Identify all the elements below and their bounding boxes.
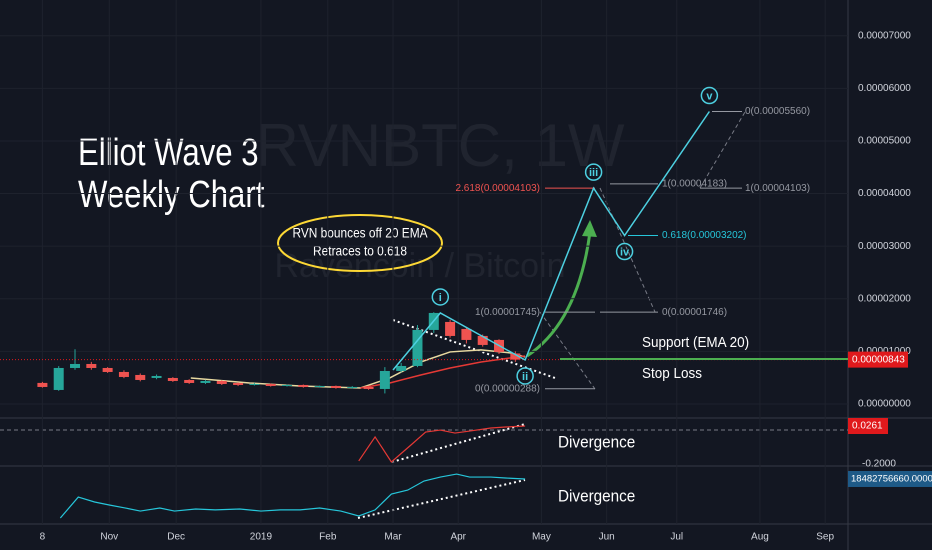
- wave-marker: [431, 288, 450, 306]
- wave-marker: [615, 242, 634, 261]
- x-tick-label: Feb: [319, 532, 337, 543]
- divergence-line: [357, 479, 526, 519]
- candle-body: [37, 382, 48, 387]
- fib-label: 0(0.00001746): [662, 307, 727, 318]
- projection-arrow: [526, 231, 592, 358]
- callout: RVN bounces off 20 EMA Retraces to 0.618: [292, 225, 427, 259]
- x-tick-label: Sep: [816, 532, 834, 543]
- support-label: Support (EMA 20): [642, 334, 749, 351]
- wave-label: iv: [620, 246, 630, 258]
- fib-diagonal: [599, 187, 656, 313]
- fib-label: 0.618(0.00003202): [662, 230, 747, 241]
- last-price-box: [848, 351, 908, 368]
- title-block: Elliot Wave 3 Weekly Chart: [78, 132, 265, 216]
- fib-label: 2.618(0.00004103): [455, 183, 540, 194]
- candle-body: [167, 377, 178, 381]
- candle-body: [363, 386, 374, 389]
- watermark: RVNBTC, 1W: [256, 112, 625, 179]
- divergence-line: [391, 423, 526, 463]
- indicator-value-label: 18482756660.0000: [851, 473, 932, 484]
- candle-body: [135, 374, 146, 380]
- indicator-value-box: [848, 470, 932, 487]
- y-tick-label: 0.00003000: [858, 241, 911, 252]
- x-tick-label: Nov: [100, 532, 118, 543]
- x-tick-label: Aug: [751, 532, 769, 543]
- y-tick-label: 0.00007000: [858, 30, 911, 41]
- y-tick-label: 0.00001000: [858, 346, 911, 357]
- y-tick-label: 0.00005000: [858, 136, 911, 147]
- y-tick-label: -0.2000: [862, 459, 896, 470]
- title-line: Weekly Chart: [78, 174, 265, 216]
- candle-body: [86, 363, 97, 368]
- x-tick-label: Mar: [384, 532, 402, 543]
- indicator-value-box: [848, 418, 888, 434]
- candle-body: [151, 375, 162, 378]
- candle-body: [412, 329, 423, 366]
- last-price-label: 0.00000843: [852, 354, 905, 365]
- wave-marker: [700, 86, 719, 105]
- candle-body: [216, 380, 227, 384]
- candle-body: [200, 380, 211, 383]
- wave-label: v: [706, 90, 713, 102]
- candle-body: [118, 371, 129, 377]
- y-tick-label: 0.00000000: [858, 399, 911, 410]
- candle-body: [461, 328, 472, 340]
- candle-body: [314, 385, 325, 387]
- candle-body: [249, 383, 260, 385]
- candle-body: [265, 383, 276, 386]
- wave-label: ii: [522, 371, 528, 383]
- wave-marker: [516, 367, 534, 385]
- candle-body: [379, 370, 390, 389]
- candle-body: [347, 386, 358, 388]
- indicator-line: [358, 425, 526, 463]
- divergence-label: Divergence: [558, 487, 635, 506]
- trend-line: [392, 319, 556, 379]
- candle-body: [298, 384, 309, 387]
- watermark-subtitle: Ravencoin / Bitcoin: [274, 247, 565, 285]
- fib-label: 0(0.00005560): [745, 106, 810, 117]
- y-tick-label: 0.00002000: [858, 293, 911, 304]
- candle-body: [70, 363, 81, 368]
- candle-body: [102, 367, 113, 372]
- x-tick-label: May: [532, 532, 551, 543]
- indicator-value-label: 0.0261: [852, 421, 883, 432]
- callout-line: Retraces to 0.618: [313, 243, 407, 259]
- fib-diagonal: [699, 111, 746, 189]
- indicator-line: [59, 473, 526, 519]
- stop-loss-label: Stop Loss: [642, 365, 702, 382]
- candle-body: [396, 365, 407, 371]
- y-tick-label: 0.00006000: [858, 83, 911, 94]
- fib-label: 1(0.00001745): [475, 307, 540, 318]
- callout-ellipse: [277, 214, 443, 272]
- divergence-label: Divergence: [558, 433, 635, 452]
- x-tick-label: Dec: [167, 532, 185, 543]
- fib-diagonal: [539, 311, 596, 390]
- arrow-head: [582, 220, 597, 237]
- y-tick-label: 0.00004000: [858, 188, 911, 199]
- candle-body: [184, 379, 195, 383]
- candle-body: [330, 385, 341, 388]
- x-tick-label: Apr: [450, 532, 466, 543]
- fib-label: 1(0.00004183): [662, 179, 727, 190]
- candle-body: [282, 384, 293, 386]
- fib-label: 1(0.00004103): [745, 183, 810, 194]
- candle-body: [445, 321, 456, 336]
- wave-projection: [392, 111, 711, 371]
- x-tick-label: 8: [40, 532, 46, 543]
- callout-line: RVN bounces off 20 EMA: [292, 225, 427, 241]
- x-tick-label: Jun: [599, 532, 615, 543]
- fib-label: 0(0.00000288): [475, 383, 540, 394]
- candle-body: [233, 382, 244, 385]
- wave-marker: [584, 163, 603, 181]
- wave-label: iii: [589, 167, 598, 179]
- candle-body: [53, 367, 64, 390]
- wave-label: i: [439, 292, 442, 304]
- x-tick-label: 2019: [250, 532, 273, 543]
- candle-body: [477, 335, 488, 345]
- title-line: Elliot Wave 3: [78, 132, 259, 174]
- x-tick-label: Jul: [670, 532, 683, 543]
- candle-body: [510, 353, 521, 360]
